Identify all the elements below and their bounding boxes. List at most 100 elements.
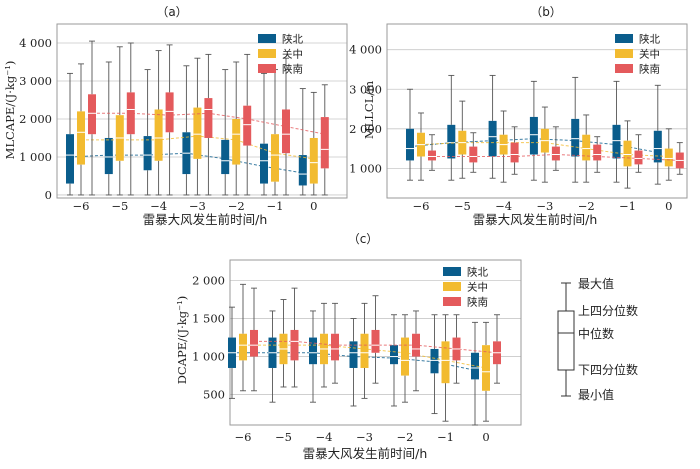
key-q1-label: 下四分位数: [578, 362, 638, 377]
panel-a-south-box: [320, 117, 329, 169]
panel-a-north-box: [221, 139, 230, 175]
panel-a-legend-label-north: 陕北: [282, 33, 303, 46]
panel-c-legend-label-central: 关中: [467, 281, 488, 294]
panel-a-north-box: [104, 137, 113, 175]
panel-c-central-box: [239, 333, 247, 361]
panel-c-legend-swatch-central: [443, 282, 461, 291]
panel-c-ytick-label: 1 500: [192, 312, 225, 326]
key-box: [557, 310, 575, 371]
panel-c-north-box: [471, 352, 479, 380]
panel-b-north-box: [529, 116, 538, 155]
panel-a-north-box: [66, 134, 74, 184]
key-max-label: 最大值: [578, 276, 614, 291]
panel-a-central-box: [154, 109, 163, 161]
panel-a-south-box: [88, 94, 96, 135]
panel-c-central-box: [401, 337, 409, 376]
panel-c-north-box: [390, 345, 398, 365]
panel-b-xtick-label: −3: [536, 199, 553, 213]
panel-c-south-box: [412, 333, 420, 357]
panel-b-south-box: [593, 144, 602, 161]
panel-b-north-box: [447, 124, 456, 159]
panel-a-frame: [56, 23, 348, 199]
panel-b-legend-swatch-central: [615, 49, 633, 58]
panel-a-central-box: [193, 107, 202, 159]
panel-b-south-box: [551, 146, 560, 161]
panel-a-label: （a）: [156, 5, 187, 19]
panel-b-ytick-label: 1 000: [349, 161, 382, 175]
panel-c-central-box: [482, 345, 490, 391]
panel-a-xtick-label: −6: [73, 199, 90, 213]
panel-b-xtick-label: −1: [619, 199, 636, 213]
panel-a-xtick-label: −3: [189, 199, 206, 213]
panel-a-central-box: [77, 111, 85, 165]
panel-b-central-box: [664, 148, 673, 167]
panel-a-south-box: [165, 92, 174, 133]
panel-a-xtick-label: 0: [310, 199, 317, 213]
panel-a-north-box: [260, 143, 268, 184]
panel-c-x-axis-label: 雷暴大风发生前时间/h: [303, 446, 428, 461]
panel-c-south-box: [331, 333, 339, 361]
panel-b-legend-swatch-north: [615, 34, 633, 43]
panel-c-xtick-label: −6: [235, 430, 252, 444]
panel-b: （b） 1 000 2 000 3 000 4 000 −6 −5 −4 −3 −2 −1 0 雷暴大…: [349, 5, 688, 227]
panel-c-north-box: [430, 348, 439, 374]
panel-a-south-box: [204, 98, 213, 138]
panel-a-xtick-label: −2: [228, 199, 245, 213]
panel-a-legend-label-central: 关中: [282, 48, 303, 61]
panel-c-xtick-label: −2: [397, 430, 414, 444]
panel-c-xtick-label: −3: [356, 430, 373, 444]
panel-a-legend-swatch-central: [258, 49, 276, 58]
panel-a-xtick-label: −1: [267, 199, 284, 213]
panel-a-legend-swatch-north: [258, 34, 276, 43]
panel-a-central-box: [309, 137, 318, 184]
panel-a-y-axis-label: MLCAPE/(J·kg⁻¹): [3, 61, 17, 160]
panel-b-label: （b）: [530, 5, 562, 19]
panel-c-ytick-label: 2 000: [192, 274, 225, 288]
panel-b-north-box: [406, 128, 414, 161]
panel-c-south-box: [290, 329, 299, 361]
panel-c-ytick-label: 500: [203, 388, 225, 402]
panel-b-legend-label-south: 陕南: [639, 63, 660, 76]
panel-a-central-box: [271, 134, 279, 182]
panel-b-xtick-label: −6: [413, 199, 430, 213]
panel-c-legend-swatch-south: [443, 297, 461, 306]
key-q3-label: 上四分位数: [578, 303, 638, 318]
panel-a-legend-swatch-south: [258, 64, 276, 73]
panel-a-ytick-label: 3 000: [19, 74, 52, 88]
panel-a-xtick-label: −4: [150, 199, 167, 213]
panel-c-legend-swatch-north: [443, 267, 461, 276]
panel-a-south-box: [282, 109, 290, 154]
panel-a-ytick-label: 1 000: [19, 150, 52, 164]
panel-b-central-box: [623, 140, 632, 167]
panel-c-ytick-label: 1 000: [192, 350, 225, 364]
panel-a-xtick-label: −5: [111, 199, 128, 213]
panel-b-xtick-label: −2: [578, 199, 595, 213]
panel-c-y-axis-label: DCAPE/(J·kg⁻¹): [175, 296, 189, 385]
panel-b-south-box: [469, 146, 478, 163]
panel-a-south-box: [243, 105, 252, 146]
panel-a-ytick-label: 2 000: [19, 112, 52, 126]
panel-b-north-box: [571, 118, 580, 157]
panel-c-xtick-label: −1: [437, 430, 454, 444]
panel-b-x-axis-label: 雷暴大风发生前时间/h: [473, 212, 598, 227]
panel-b-xtick-label: 0: [665, 199, 672, 213]
panel-a: （a） 0 1 000 2 000 3 000 4 000 −6 −5 −4 −3 −2 −1 0 雷暴…: [3, 5, 348, 227]
panel-c-south-box: [250, 329, 258, 357]
panel-c-label: （c）: [348, 232, 379, 246]
panel-a-ytick-label: 4 000: [19, 36, 52, 50]
panel-a-x-axis-label: 雷暴大风发生前时间/h: [143, 212, 268, 227]
panel-b-legend-swatch-south: [615, 64, 633, 73]
panel-b-xtick-label: −4: [495, 199, 512, 213]
key-median-label: 中位数: [578, 326, 614, 341]
panel-c-legend-label-north: 陕北: [467, 266, 488, 279]
panel-c-north-box: [349, 341, 358, 368]
panel-c-central-box: [441, 341, 450, 384]
panel-c: （c） 500 1 000 1 500 2 000 −6 −5 −4 −3 −2 −1 0 雷暴大风发…: [175, 232, 522, 461]
panel-b-central-box: [582, 134, 591, 161]
panel-c-xtick-label: 0: [482, 430, 489, 444]
panel-a-south-box: [126, 92, 135, 135]
key-min-label: 最小值: [578, 387, 614, 402]
panel-b-ytick-label: 4 000: [349, 43, 382, 57]
panel-c-central-box: [360, 333, 369, 368]
panel-a-legend-label-south: 陕南: [282, 63, 303, 76]
